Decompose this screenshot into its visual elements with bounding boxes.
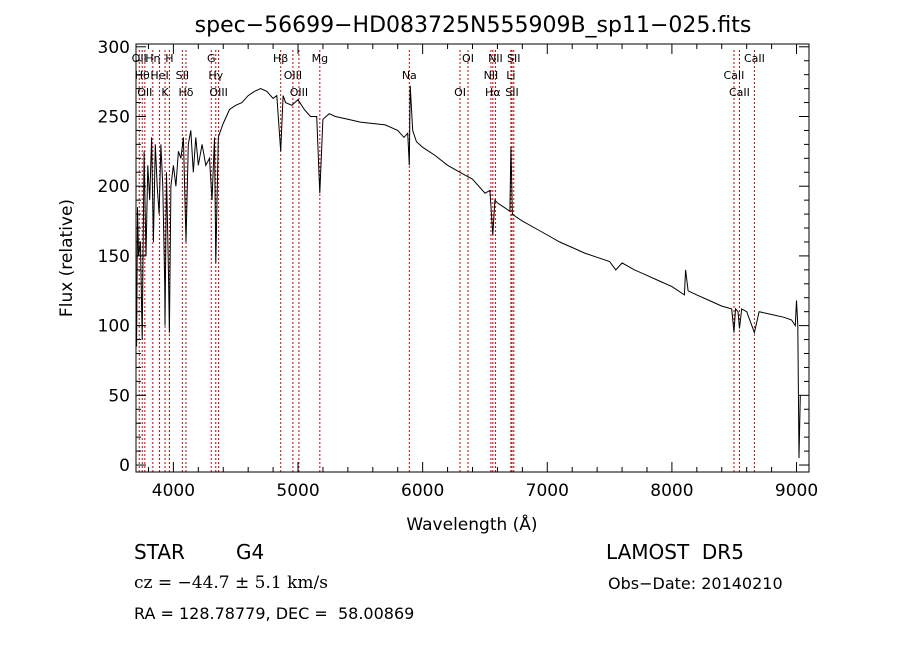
y-tick-label: 100 xyxy=(98,317,130,337)
chart-title: spec−56699−HD083725N555909B_sp11−025.fit… xyxy=(195,13,752,38)
line-marker-label: Hη xyxy=(145,52,160,65)
line-marker-label: OIII xyxy=(284,69,302,82)
line-marker-label: Hθ xyxy=(135,69,150,82)
x-axis-ticks: 4000 5000 6000 7000 8000 9000 xyxy=(147,44,818,501)
plot-frame xyxy=(135,43,810,473)
y-tick-label: 50 xyxy=(108,386,130,406)
line-marker-label: OI xyxy=(462,52,474,65)
line-marker-label: SII xyxy=(505,86,518,99)
spectrum-line xyxy=(135,85,801,459)
y-tick-label: 300 xyxy=(98,38,130,58)
x-tick-label: 5000 xyxy=(276,481,319,501)
obs-date: Obs−Date: 20140210 xyxy=(608,574,783,593)
line-marker-label: OII xyxy=(137,86,152,99)
line-marker-label: OII xyxy=(132,52,147,65)
velocity-readout: cz = −44.7 ± 5.1 km/s xyxy=(134,573,328,593)
line-marker-label: G xyxy=(207,52,216,65)
line-marker-label: Na xyxy=(402,69,417,82)
line-marker-label: SII xyxy=(507,52,520,65)
line-marker-label: OIII xyxy=(209,86,227,99)
line-marker-group xyxy=(138,50,755,472)
line-marker-label: CaII xyxy=(729,86,750,99)
line-marker-label: Hα xyxy=(485,86,501,99)
line-marker-label-group: OIIHθOIIHηHeIKHSIIHδGHγOIIIHβOIIIOIIIMgN… xyxy=(132,52,765,99)
line-marker-label: CaII xyxy=(724,69,745,82)
line-marker-label: OIII xyxy=(290,86,308,99)
line-marker-label: Hδ xyxy=(178,86,193,99)
x-tick-label: 8000 xyxy=(650,481,693,501)
line-marker-label: CaII xyxy=(744,52,765,65)
line-marker-label: K xyxy=(161,86,169,99)
line-marker-label: Hγ xyxy=(208,69,223,82)
line-marker-label: Li xyxy=(506,69,515,82)
object-class: STAR xyxy=(134,540,185,564)
y-tick-label: 200 xyxy=(98,177,130,197)
line-marker-label: H xyxy=(165,52,173,65)
coordinates: RA = 128.78779, DEC = 58.00869 xyxy=(134,604,415,623)
spectral-subclass: G4 xyxy=(236,540,265,564)
line-marker-label: HeI xyxy=(150,69,168,82)
x-tick-label: 9000 xyxy=(775,481,818,501)
line-marker-label: Hβ xyxy=(273,52,288,65)
line-marker-label: NII xyxy=(484,69,499,82)
y-axis-ticks: 0 50 100 150 200 250 300 xyxy=(98,38,809,476)
x-axis-label: Wavelength (Å) xyxy=(406,513,537,535)
line-marker-label: Mg xyxy=(312,52,328,65)
y-tick-label: 0 xyxy=(119,456,130,476)
y-tick-label: 250 xyxy=(98,107,130,127)
y-axis-label: Flux (relative) xyxy=(57,199,77,317)
x-tick-label: 7000 xyxy=(526,481,569,501)
x-tick-label: 4000 xyxy=(152,481,195,501)
survey-name: LAMOST DR5 xyxy=(606,540,744,564)
line-marker-label: NII xyxy=(488,52,503,65)
line-marker-label: SII xyxy=(176,69,189,82)
x-tick-label: 6000 xyxy=(401,481,444,501)
line-marker-label: OI xyxy=(454,86,466,99)
y-tick-label: 150 xyxy=(98,247,130,267)
